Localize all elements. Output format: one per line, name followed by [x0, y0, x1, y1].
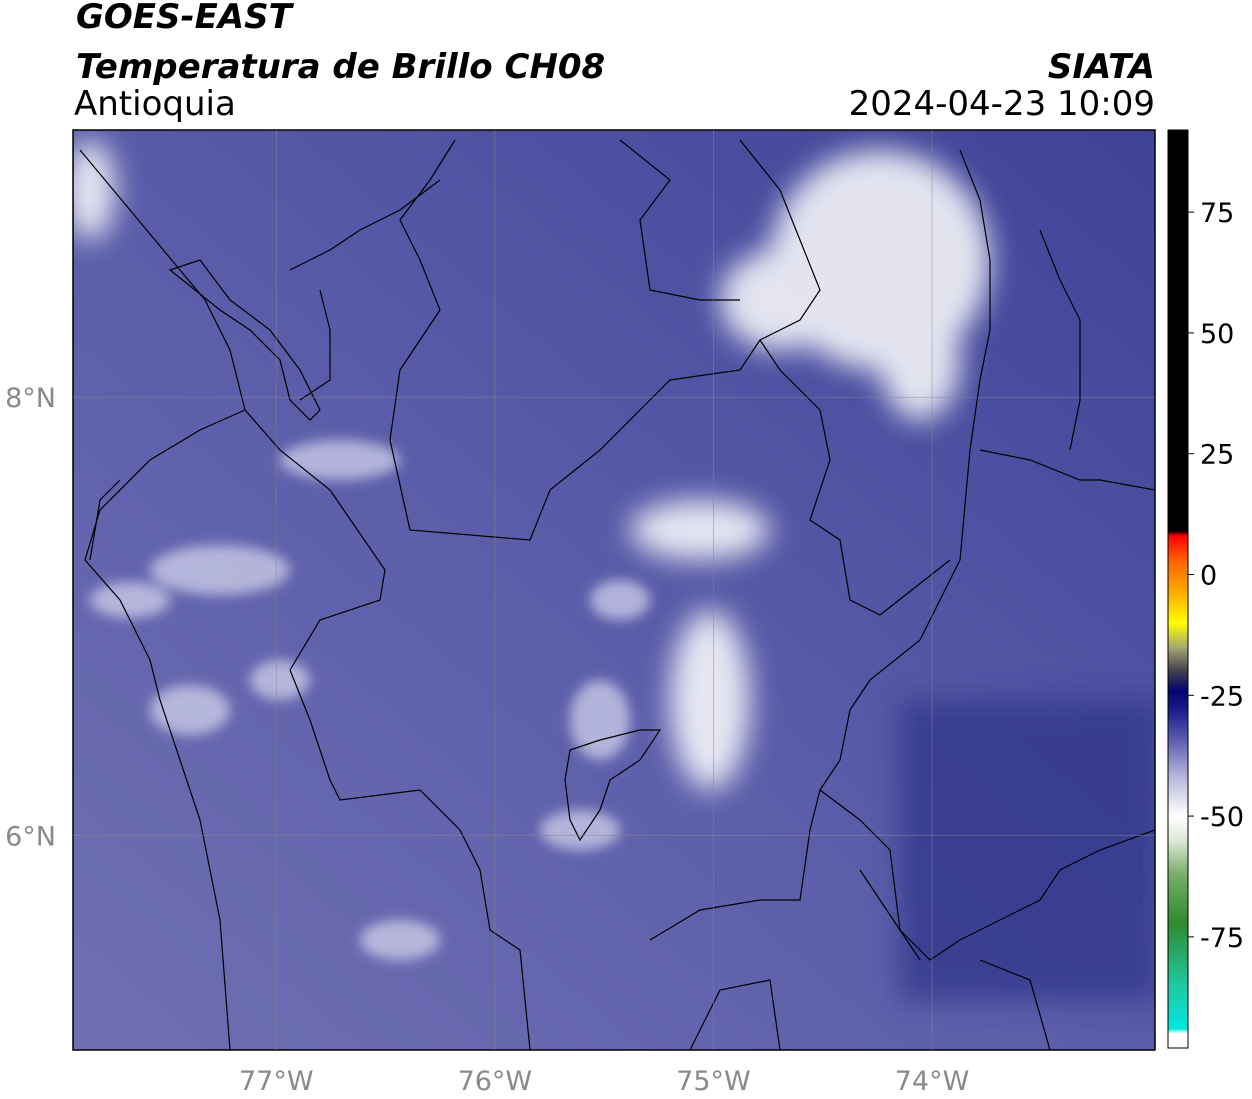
region: Antioquia	[74, 84, 236, 124]
colorbar	[1167, 129, 1189, 1049]
colorbar-label: -50	[1200, 802, 1244, 833]
colorbar-label: -75	[1200, 923, 1244, 954]
title-line2: Temperatura de Brillo CH08	[76, 47, 605, 87]
colorbar-label: 0	[1200, 561, 1217, 592]
colorbar-label: 75	[1200, 198, 1234, 229]
title-line1: GOES-EAST	[76, 0, 295, 37]
lon-label: 77°W	[239, 1066, 314, 1097]
map-frame	[72, 129, 1156, 1051]
lat-label: 6°N	[5, 821, 56, 852]
colorbar-label: 25	[1200, 440, 1234, 471]
source: SIATA	[1048, 47, 1155, 87]
timestamp: 2024-04-23 10:09	[849, 84, 1155, 124]
map-image	[73, 130, 1155, 1050]
lat-label: 8°N	[5, 383, 56, 414]
lon-label: 74°W	[895, 1066, 970, 1097]
lon-label: 76°W	[458, 1066, 533, 1097]
colorbar-label: -25	[1200, 681, 1244, 712]
lon-label: 75°W	[676, 1066, 751, 1097]
colorbar-label: 50	[1200, 319, 1234, 350]
